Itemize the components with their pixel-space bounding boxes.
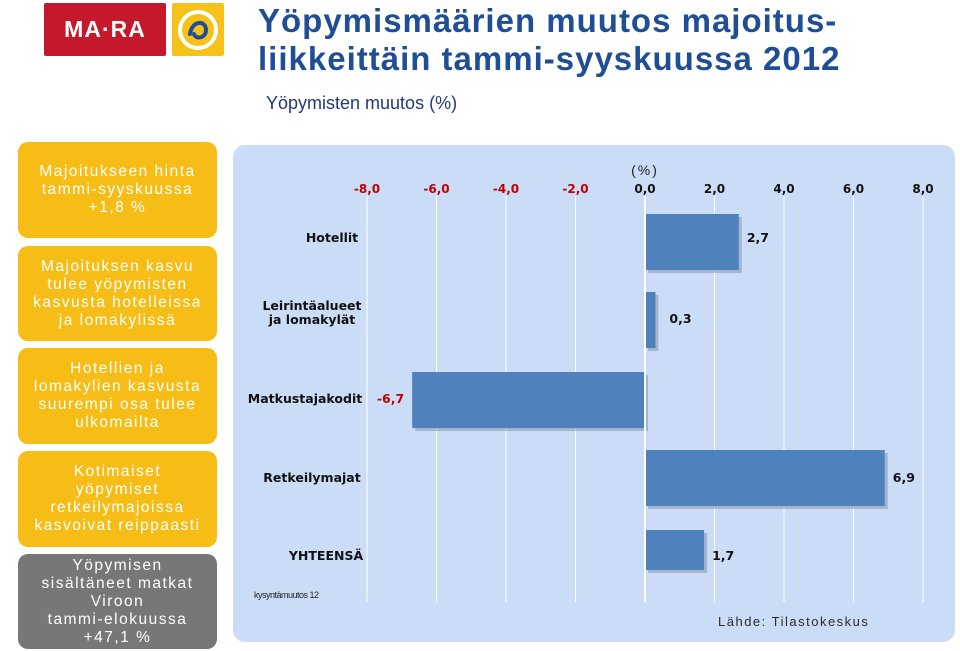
x-tick-label: 6,0 [843, 182, 864, 196]
x-tick-label: -4,0 [493, 182, 519, 196]
sidebar-box-text: Yöpymisen sisältäneet matkat Viroon tamm… [41, 556, 194, 646]
sidebar-box-text: Hotellien ja lomakylien kasvusta suuremp… [33, 360, 202, 431]
mara-logo: MA·RA [44, 3, 166, 56]
category-label: Hotellit [306, 230, 358, 245]
sidebar-box-foreign: Hotellien ja lomakylien kasvusta suuremp… [18, 348, 217, 444]
finland-swirl-icon [172, 3, 224, 56]
sidebar-box-price: Majoitukseen hinta tammi-syyskuussa +1,8… [18, 142, 217, 238]
source-label: Lähde: Tilastokeskus [718, 614, 870, 629]
axis-unit-label: (%) [631, 162, 659, 178]
sidebar-box-text: Majoituksen kasvu tulee yöpymisten kasvu… [33, 257, 202, 329]
value-label: 1,7 [712, 548, 734, 563]
mara-logo-text: MA·RA [64, 16, 146, 42]
sidebar-box-text: Kotimaiset yöpymiset retkeilymajoissa ka… [34, 463, 201, 534]
bar [645, 450, 885, 506]
sidebar-box-growth: Majoituksen kasvu tulee yöpymisten kasvu… [18, 246, 217, 341]
category-label: YHTEENSÄ [288, 548, 364, 563]
x-tick-label: -6,0 [423, 182, 449, 196]
bar [645, 530, 705, 570]
x-tick-label: -8,0 [354, 182, 380, 196]
value-label: -6,7 [377, 391, 404, 406]
value-label: 6,9 [893, 470, 915, 485]
x-tick-label: 0,0 [634, 182, 655, 196]
page-subtitle: Yöpymisten muutos (%) [266, 93, 458, 113]
bar [412, 372, 645, 428]
chart-footnote: kysyntämuutos 12 [254, 590, 319, 600]
page-title: Yöpymismäärien muutos majoitus-liikkeitt… [258, 2, 841, 77]
x-tick-label: 8,0 [912, 182, 933, 196]
category-label: Leirintäalueet ja lomakylät [262, 298, 361, 327]
x-tick-label: 2,0 [704, 182, 725, 196]
value-label: 0,3 [669, 311, 691, 326]
sidebar-box-estonia: Yöpymisen sisältäneet matkat Viroon tamm… [18, 554, 217, 649]
x-tick-label: 4,0 [773, 182, 794, 196]
sidebar-box-text: Majoitukseen hinta tammi-syyskuussa +1,8… [39, 163, 196, 216]
bar [645, 214, 739, 270]
category-label: Retkeilymajat [263, 470, 360, 485]
sidebar-box-domestic: Kotimaiset yöpymiset retkeilymajoissa ka… [18, 451, 217, 547]
value-label: 2,7 [747, 230, 769, 245]
bar [645, 292, 656, 348]
x-tick-label: -2,0 [562, 182, 588, 196]
category-label: Matkustajakodit [248, 391, 362, 406]
